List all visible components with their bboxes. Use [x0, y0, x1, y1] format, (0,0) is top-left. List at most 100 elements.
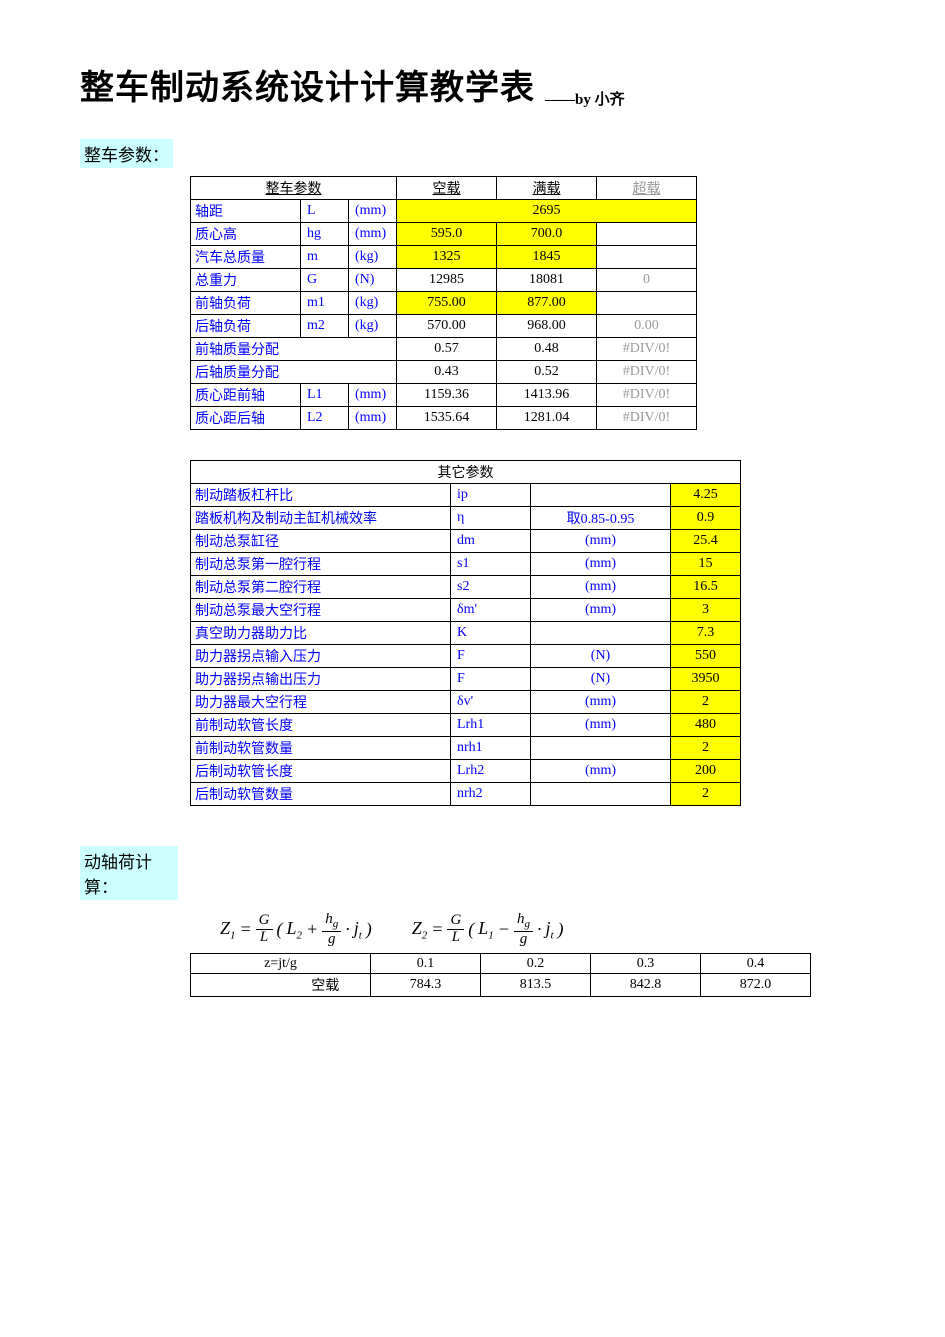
table-row: 质心距后轴L2(mm)1535.641281.04#DIV/0! — [191, 407, 697, 430]
param-symbol: dm — [451, 530, 531, 553]
f-frac-gl: G L — [256, 913, 273, 946]
formula-z1: Z1 = G L ( L2 + hg g · jt ) — [220, 912, 372, 947]
param-name: 后制动软管长度 — [191, 760, 451, 783]
f-frac-hg2: hg g — [514, 912, 533, 947]
param-unit: (kg) — [349, 315, 397, 338]
table-row: 总重力G(N)12985180810 — [191, 269, 697, 292]
param-name: 制动总泵第一腔行程 — [191, 553, 451, 576]
f-frac-gl2: G L — [447, 913, 464, 946]
hdr-c3: 0.3 — [591, 954, 701, 974]
param-unit: (mm) — [349, 200, 397, 223]
cell: 2 — [671, 783, 741, 806]
table-row: 助力器拐点输入压力F(N)550 — [191, 645, 741, 668]
cell: 4.25 — [671, 484, 741, 507]
cell: 7.3 — [671, 622, 741, 645]
hdr-c2: 0.2 — [481, 954, 591, 974]
param-symbol: δm' — [451, 599, 531, 622]
f-jtsub: t — [359, 929, 362, 941]
param-symbol: F — [451, 645, 531, 668]
cell: 0.9 — [671, 507, 741, 530]
param-note — [531, 622, 671, 645]
cell: 813.5 — [481, 974, 591, 997]
f-z1-sub: 1 — [230, 929, 236, 941]
table-row: 制动总泵第二腔行程s2(mm)16.5 — [191, 576, 741, 599]
f-minus: − — [498, 919, 510, 940]
cell: 784.3 — [371, 974, 481, 997]
f-rp2: ) — [558, 919, 564, 940]
param-symbol: L1 — [301, 384, 349, 407]
param-name: 汽车总质量 — [191, 246, 301, 269]
f-z1: Z — [220, 918, 230, 938]
param-name: 真空助力器助力比 — [191, 622, 451, 645]
cell: #DIV/0! — [597, 361, 697, 384]
cell — [597, 292, 697, 315]
cell: 968.00 — [497, 315, 597, 338]
hdr-z: z=jt/g — [191, 954, 371, 974]
cell: 0.57 — [397, 338, 497, 361]
param-unit: (N) — [349, 269, 397, 292]
table-row: 后制动软管长度Lrh2(mm)200 — [191, 760, 741, 783]
f-eq: = — [240, 919, 252, 940]
table-row: 后制动软管数量nrh22 — [191, 783, 741, 806]
f-z2-sub: 2 — [422, 929, 428, 941]
param-symbol: ip — [451, 484, 531, 507]
table-row: 制动总泵缸径dm(mm)25.4 — [191, 530, 741, 553]
cell: 1535.64 — [397, 407, 497, 430]
param-name: 踏板机构及制动主缸机械效率 — [191, 507, 451, 530]
table-row: 后轴负荷m2(kg)570.00968.000.00 — [191, 315, 697, 338]
param-symbol: nrh1 — [451, 737, 531, 760]
f-frac-hg: hg g — [322, 912, 341, 947]
param-name: 制动总泵最大空行程 — [191, 599, 451, 622]
param-symbol: η — [451, 507, 531, 530]
cell: 1845 — [497, 246, 597, 269]
section-dyn-load: 动轴荷计算： — [80, 846, 178, 900]
cell — [597, 246, 697, 269]
param-symbol: L2 — [301, 407, 349, 430]
f-g: G — [256, 913, 273, 930]
f-eq2: = — [431, 919, 443, 940]
cell: 3950 — [671, 668, 741, 691]
param-name: 前制动软管长度 — [191, 714, 451, 737]
table-row: 前制动软管长度Lrh1(mm)480 — [191, 714, 741, 737]
f-hsub: g — [333, 918, 339, 930]
cell: 1159.36 — [397, 384, 497, 407]
param-symbol: Lrh1 — [451, 714, 531, 737]
param-symbol: m1 — [301, 292, 349, 315]
f-jtsub2: t — [550, 929, 553, 941]
table-row: 助力器最大空行程δv'(mm)2 — [191, 691, 741, 714]
f-l2-sub: 2 — [297, 929, 303, 941]
table-row: 质心距前轴L1(mm)1159.361413.96#DIV/0! — [191, 384, 697, 407]
table-row: 制动总泵第一腔行程s1(mm)15 — [191, 553, 741, 576]
param-symbol: Lrh2 — [451, 760, 531, 783]
hdr-c4: 0.4 — [701, 954, 811, 974]
param-symbol: s1 — [451, 553, 531, 576]
cell: 595.0 — [397, 223, 497, 246]
param-note: (mm) — [531, 714, 671, 737]
table-row: 轴距L(mm)2695 — [191, 200, 697, 223]
hdr-empty: 空载 — [397, 177, 497, 200]
f-hsub2: g — [524, 918, 530, 930]
cell: #DIV/0! — [597, 407, 697, 430]
param-name: 前制动软管数量 — [191, 737, 451, 760]
cell: 12985 — [397, 269, 497, 292]
hdr-other: 其它参数 — [191, 461, 741, 484]
param-note: 取0.85-0.95 — [531, 507, 671, 530]
f-dot2: · — [537, 919, 542, 940]
table-row: 汽车总质量m(kg)13251845 — [191, 246, 697, 269]
formula-z2: Z2 = G L ( L1 − hg g · jt ) — [412, 912, 564, 947]
cell: 3 — [671, 599, 741, 622]
cell: 0.48 — [497, 338, 597, 361]
param-note — [531, 737, 671, 760]
cell: 15 — [671, 553, 741, 576]
param-name: 助力器拐点输入压力 — [191, 645, 451, 668]
f-l2: L — [287, 918, 297, 938]
f-rp: ) — [366, 919, 372, 940]
param-symbol: hg — [301, 223, 349, 246]
param-note — [531, 484, 671, 507]
param-unit: (mm) — [349, 384, 397, 407]
page-title: 整车制动系统设计计算教学表 — [80, 60, 535, 109]
param-name: 制动踏板杠杆比 — [191, 484, 451, 507]
table-row: 质心高hg(mm)595.0700.0 — [191, 223, 697, 246]
cell: 570.00 — [397, 315, 497, 338]
cell: 550 — [671, 645, 741, 668]
